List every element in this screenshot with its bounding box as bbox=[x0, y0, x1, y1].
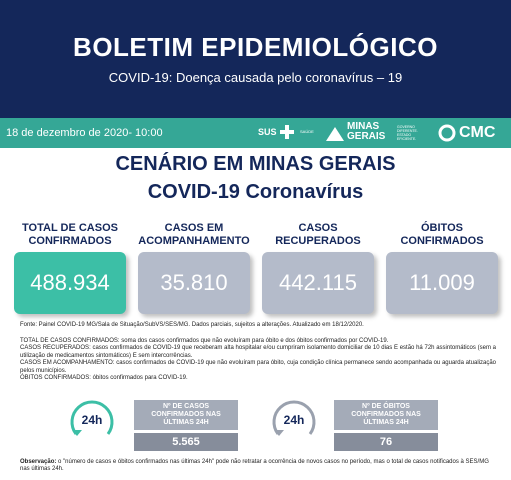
info-bar: 18 de dezembro de 2020- 10:00 SUS SAÚDE … bbox=[0, 118, 511, 148]
note-term: Observação: bbox=[20, 459, 57, 465]
clock-icon: 24h bbox=[70, 400, 114, 436]
text: casos confirmados de COVID-19 que recebe… bbox=[20, 345, 496, 359]
header: BOLETIM EPIDEMIOLÓGICO COVID-19: Doença … bbox=[0, 0, 511, 118]
note-text: o "número de casos e óbitos confirmados … bbox=[20, 459, 489, 473]
last24h-box: Nº DE CASOS CONFIRMADOS NAS ÚLTIMAS 24H … bbox=[134, 400, 238, 451]
source: Fonte: Painel COVID-19 MG/Sala de Situaç… bbox=[20, 322, 364, 328]
logo-sus: SUS bbox=[258, 127, 277, 137]
definition: ÓBITOS CONFIRMADOS: óbitos confirmados p… bbox=[20, 375, 496, 382]
title: BOLETIM EPIDEMIOLÓGICO bbox=[73, 32, 438, 62]
section-title: CENÁRIO EM MINAS GERAIS bbox=[115, 153, 396, 175]
text: soma dos casos confirmados que não evolu… bbox=[121, 338, 389, 344]
logo-slogan: GOVERNO DIFERENTE. ESTADO EFICIENTE. bbox=[397, 125, 418, 141]
clock-icon: 24h bbox=[272, 400, 316, 436]
section-subtitle: COVID-19 Coronavírus bbox=[147, 181, 364, 203]
last24h-label: Nº DE ÓBITOS CONFIRMADOS NAS ÚLTIMAS 24H bbox=[334, 400, 438, 430]
logo-cmc: CMC bbox=[459, 124, 496, 141]
mg-icon bbox=[326, 127, 344, 141]
card-value: 442.115 bbox=[262, 252, 374, 314]
icon-label: 24h bbox=[284, 413, 305, 427]
logo-minas: MINAS bbox=[347, 121, 380, 132]
term: TOTAL DE CASOS CONFIRMADOS: bbox=[20, 338, 120, 344]
definition: TOTAL DE CASOS CONFIRMADOS: soma dos cas… bbox=[20, 338, 496, 345]
card-value: 488.934 bbox=[14, 252, 126, 314]
cmc-icon bbox=[438, 124, 456, 142]
cross-icon bbox=[280, 125, 294, 139]
definition: CASOS RECUPERADOS: casos confirmados de … bbox=[20, 345, 496, 360]
definitions: TOTAL DE CASOS CONFIRMADOS: soma dos cas… bbox=[20, 338, 496, 382]
card-label: ÓBITOS CONFIRMADOS bbox=[400, 222, 484, 247]
term: ÓBITOS CONFIRMADOS: bbox=[20, 375, 91, 382]
last24h-value: 76 bbox=[334, 433, 438, 451]
logo-saude: SAÚDE bbox=[300, 129, 314, 134]
last24h-box: Nº DE ÓBITOS CONFIRMADOS NAS ÚLTIMAS 24H… bbox=[334, 400, 438, 451]
term: CASOS RECUPERADOS: bbox=[20, 345, 91, 352]
subtitle: COVID-19: Doença causada pelo coronavíru… bbox=[108, 70, 403, 85]
term: CASOS EM ACOMPANHAMENTO: bbox=[20, 360, 115, 367]
card-label: CASOS RECUPERADOS bbox=[275, 222, 361, 247]
card-value: 35.810 bbox=[138, 252, 250, 314]
last24h-label: Nº DE CASOS CONFIRMADOS NAS ÚLTIMAS 24H bbox=[134, 400, 238, 430]
card-value: 11.009 bbox=[386, 252, 498, 314]
card-label: CASOS EM ACOMPANHAMENTO bbox=[138, 222, 250, 247]
text: casos confirmados de COVID-19 que não ev… bbox=[20, 360, 496, 374]
logo-gerais: GERAIS bbox=[347, 131, 386, 142]
note: Observação: o "número de casos e óbitos … bbox=[20, 459, 496, 474]
definition: CASOS EM ACOMPANHAMENTO: casos confirmad… bbox=[20, 360, 496, 375]
card-label: TOTAL DE CASOS CONFIRMADOS bbox=[22, 222, 118, 247]
text: óbitos confirmados para COVID-19. bbox=[92, 375, 188, 382]
date: 18 de dezembro de 2020- 10:00 bbox=[6, 127, 163, 139]
last24h-value: 5.565 bbox=[134, 433, 238, 451]
icon-label: 24h bbox=[82, 413, 103, 427]
